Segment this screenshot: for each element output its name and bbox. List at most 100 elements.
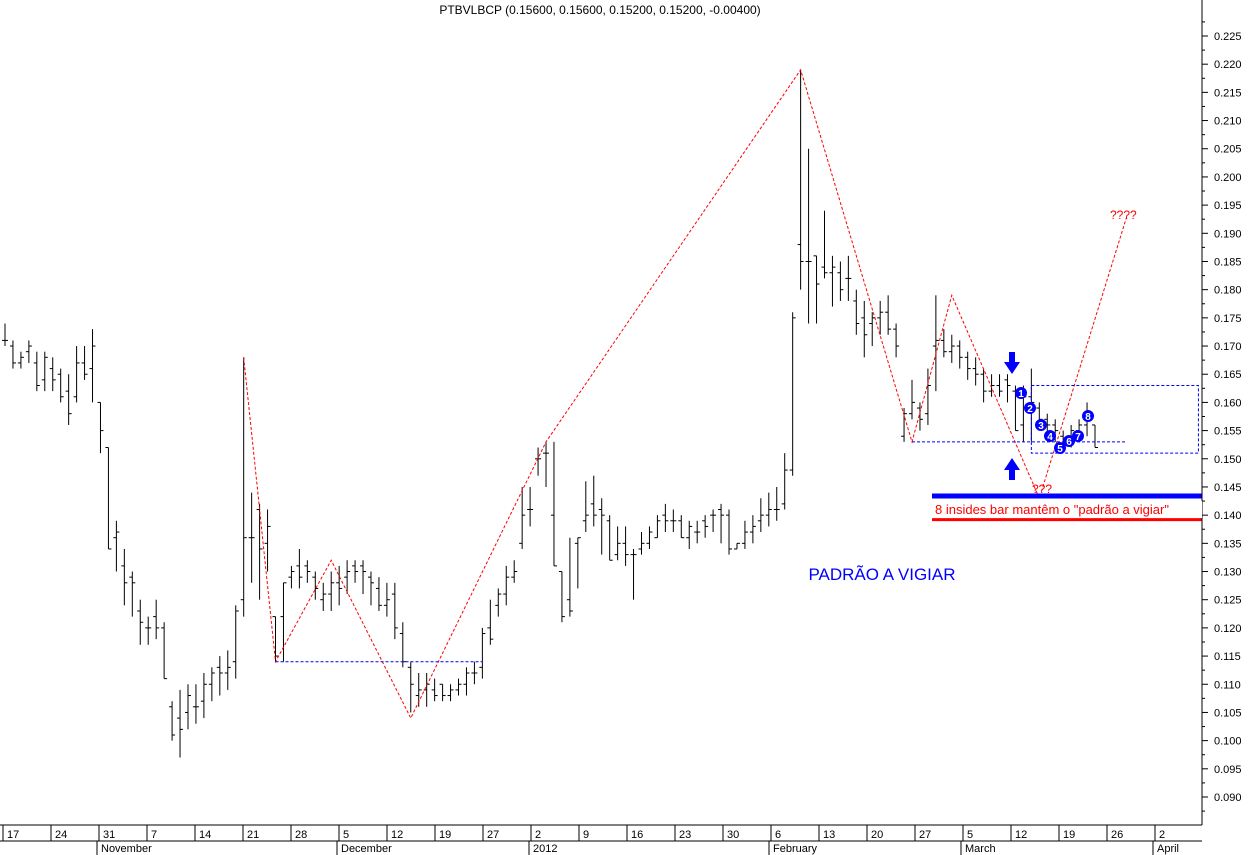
ohlc-bar: [670, 509, 677, 533]
x-axis-month-label: 2012: [533, 843, 557, 855]
ohlc-bar: [924, 368, 931, 425]
y-axis-tick-label: 0.150: [1214, 454, 1242, 466]
ohlc-bar: [272, 616, 279, 662]
x-axis-tick-label: 9: [583, 829, 589, 841]
ohlc-bar: [184, 684, 191, 730]
ohlc-bar: [527, 486, 534, 527]
y-axis-tick-label: 0.180: [1214, 285, 1242, 297]
x-axis-tick-label: 28: [295, 829, 307, 841]
ohlc-bar: [773, 486, 780, 521]
x-axis-tick-label: 21: [247, 829, 259, 841]
x-axis-tick-label: 24: [55, 829, 67, 841]
ohlc-bar: [216, 656, 223, 696]
ohlc-bar: [208, 667, 215, 702]
ohlc-bar: [129, 571, 136, 617]
y-axis-tick-label: 0.095: [1214, 764, 1242, 776]
inside-bar-marker: 6: [1063, 435, 1075, 448]
x-axis-tick-label: 19: [439, 829, 451, 841]
ohlc-bar: [455, 678, 462, 696]
x-axis-tick-label: 2: [535, 829, 541, 841]
x-axis-month-label: December: [341, 843, 392, 855]
inside-bar-number: 5: [1057, 444, 1063, 455]
x-axis-tick-label: 14: [199, 829, 211, 841]
y-axis-tick-label: 0.165: [1214, 369, 1242, 381]
ohlc-bar: [519, 486, 526, 549]
ohlc-bar: [853, 289, 860, 335]
target-low-label: ???: [1032, 482, 1052, 496]
ohlc-bar: [431, 678, 438, 702]
ohlc-bar: [320, 582, 327, 611]
ohlc-bar: [200, 672, 207, 719]
ohlc-bar: [97, 401, 104, 454]
ohlc-bar: [686, 520, 693, 549]
ohlc-bar: [964, 351, 971, 380]
chart-title: PTBVLBCP (0.15600, 0.15600, 0.15200, 0.1…: [439, 3, 760, 17]
ohlc-bar: [232, 605, 239, 679]
inside-bar-number: 6: [1066, 437, 1072, 448]
ohlc-bar: [893, 323, 900, 358]
ohlc-bar: [988, 374, 995, 397]
ohlc-bar: [360, 560, 367, 595]
ohlc-bar: [336, 565, 343, 606]
ohlc-bar: [694, 520, 701, 544]
x-axis-tick-label: 13: [823, 829, 835, 841]
ohlc-bar: [487, 599, 494, 645]
ohlc-bar: [550, 441, 557, 567]
ohlc-bar: [240, 357, 247, 617]
inside-bar-marker: 7: [1072, 430, 1084, 443]
inside-bar-marker: 5: [1054, 442, 1066, 455]
ohlc-bar: [49, 357, 56, 392]
ohlc-bar: [296, 548, 303, 589]
y-axis-tick-label: 0.100: [1214, 736, 1242, 748]
ohlc-bar: [479, 627, 486, 679]
y-axis-tick-label: 0.135: [1214, 538, 1242, 550]
y-axis-tick-label: 0.225: [1214, 31, 1242, 43]
ohlc-bar: [702, 515, 709, 538]
ohlc-bar: [630, 548, 637, 600]
ohlc-bar: [280, 582, 287, 662]
y-axis-tick-label: 0.140: [1214, 510, 1242, 522]
y-axis-tick-label: 0.160: [1214, 397, 1242, 409]
pattern-label: PADRÃO A VIGIAR: [808, 565, 955, 584]
x-axis-month-label: February: [773, 843, 818, 855]
ohlc-bar: [511, 560, 518, 583]
x-axis-tick-label: 23: [679, 829, 691, 841]
y-axis-tick-label: 0.090: [1214, 792, 1242, 804]
ohlc-bar: [447, 684, 454, 702]
x-axis-tick-label: 12: [391, 829, 403, 841]
x-axis-tick-label: 27: [919, 829, 931, 841]
x-axis-tick-label: 6: [775, 829, 781, 841]
inside-bar-marker: 8: [1082, 410, 1094, 423]
ohlc-bar: [781, 453, 788, 510]
ohlc-bar: [407, 661, 414, 713]
inside-bar-number: 3: [1038, 421, 1044, 432]
ohlc-bar: [1092, 424, 1098, 449]
ohlc-bar: [726, 509, 733, 555]
ohlc-bar: [877, 300, 884, 335]
inside-bar-number: 1: [1018, 389, 1024, 400]
x-axis-tick-label: 16: [631, 829, 643, 841]
x-axis-tick-label: 20: [871, 829, 883, 841]
x-axis-tick-label: 27: [487, 829, 499, 841]
ohlc-bar: [1004, 374, 1011, 403]
ohlc-bar: [566, 537, 573, 617]
insides-note-background: [932, 501, 1202, 518]
ohlc-bar: [805, 148, 812, 324]
ohlc-bar: [590, 475, 597, 527]
ohlc-bar: [352, 560, 359, 583]
y-axis-tick-label: 0.145: [1214, 482, 1242, 494]
ohlc-bar: [304, 560, 311, 583]
x-axis-month-label: November: [101, 843, 152, 855]
x-axis-tick-label: 26: [1111, 829, 1123, 841]
chart-overlays: [243, 68, 1202, 720]
ohlc-bar: [558, 571, 565, 623]
inside-bar-marker: 2: [1024, 402, 1036, 415]
y-axis-tick-label: 0.125: [1214, 595, 1242, 607]
ohlc-bar: [972, 357, 979, 386]
ohlc-bar: [224, 650, 231, 690]
ohlc-bar: [328, 571, 335, 611]
ohlc-bar: [789, 312, 796, 476]
ohlc-bar: [161, 622, 168, 680]
inside-bar-markers: 1 2 3 4 5 6 7 8: [1015, 387, 1094, 455]
y-axis-tick-label: 0.200: [1214, 172, 1242, 184]
